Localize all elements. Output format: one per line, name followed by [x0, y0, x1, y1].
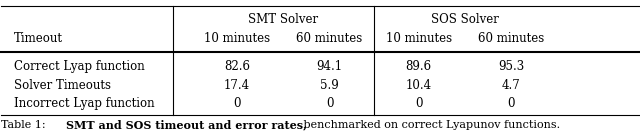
Text: Timeout: Timeout	[14, 32, 63, 45]
Text: 60 minutes: 60 minutes	[296, 32, 363, 45]
Text: 0: 0	[326, 97, 333, 110]
Text: 10.4: 10.4	[406, 79, 432, 92]
Text: 4.7: 4.7	[502, 79, 520, 92]
Text: 82.6: 82.6	[224, 60, 250, 73]
Text: 5.9: 5.9	[320, 79, 339, 92]
Text: SMT and SOS timeout and error rates,: SMT and SOS timeout and error rates,	[66, 120, 307, 131]
Text: 94.1: 94.1	[317, 60, 342, 73]
Text: 0: 0	[508, 97, 515, 110]
Text: 10 minutes: 10 minutes	[386, 32, 452, 45]
Text: 0: 0	[234, 97, 241, 110]
Text: benchmarked on correct Lyapunov functions.: benchmarked on correct Lyapunov function…	[300, 120, 560, 130]
Text: 89.6: 89.6	[406, 60, 432, 73]
Text: SMT Solver: SMT Solver	[248, 13, 319, 26]
Text: 60 minutes: 60 minutes	[478, 32, 544, 45]
Text: Table 1:: Table 1:	[1, 120, 49, 130]
Text: Incorrect Lyap function: Incorrect Lyap function	[14, 97, 155, 110]
Text: 95.3: 95.3	[498, 60, 524, 73]
Text: Solver Timeouts: Solver Timeouts	[14, 79, 111, 92]
Text: SOS Solver: SOS Solver	[431, 13, 499, 26]
Text: Correct Lyap function: Correct Lyap function	[14, 60, 145, 73]
Text: 10 minutes: 10 minutes	[204, 32, 270, 45]
Text: 17.4: 17.4	[224, 79, 250, 92]
Text: 0: 0	[415, 97, 422, 110]
